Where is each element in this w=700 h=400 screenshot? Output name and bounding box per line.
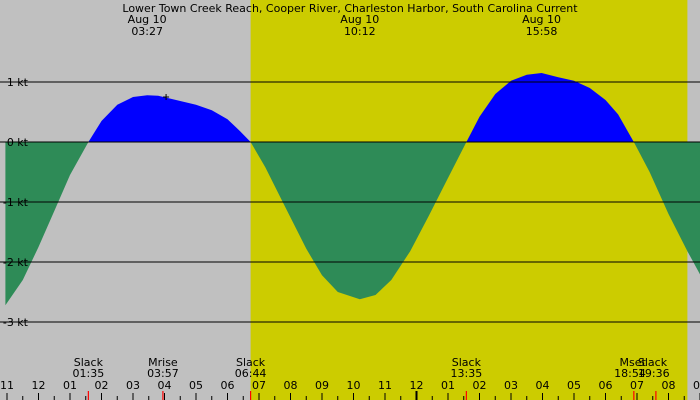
flood-area-3 xyxy=(466,73,634,142)
x-tick-label-1: 12 xyxy=(32,379,46,392)
flood-area-1 xyxy=(88,95,251,142)
y-tick-label-0-kt: 0 kt xyxy=(7,136,29,149)
peak-time-1: 10:12 xyxy=(344,25,376,38)
x-tick-label-21: 08 xyxy=(662,379,676,392)
x-tick-label-0: 11 xyxy=(0,379,14,392)
peak-date-0: Aug 10 xyxy=(128,13,167,26)
midnight-mark xyxy=(415,391,418,400)
x-tick-label-7: 06 xyxy=(221,379,235,392)
ebb-area-2 xyxy=(250,142,467,300)
peak-date-2: Aug 10 xyxy=(522,13,561,26)
moon-marker xyxy=(163,94,170,100)
x-tick-label-19: 06 xyxy=(599,379,613,392)
chart-title: Lower Town Creek Reach, Cooper River, Ch… xyxy=(122,2,578,15)
x-tick-label-14: 01 xyxy=(441,379,455,392)
x-tick-label-8: 07 xyxy=(252,379,266,392)
event-time-5: 19:36 xyxy=(638,367,670,380)
event-time-4: 18:54 xyxy=(614,367,646,380)
event-time-1: 03:57 xyxy=(147,367,179,380)
event-label-3: Slack xyxy=(452,356,482,369)
x-tick-label-16: 03 xyxy=(504,379,518,392)
y-tick-label--3-kt: -3 kt xyxy=(3,316,29,329)
current-areas xyxy=(5,73,700,306)
y-tick-label--1-kt: -1 kt xyxy=(3,196,29,209)
y-tick-label-1-kt: 1 kt xyxy=(7,76,29,89)
x-tick-label-12: 11 xyxy=(378,379,392,392)
y-tick-labels: 1 kt 0 kt -1 kt -2 kt -3 kt xyxy=(3,76,29,329)
event-label-5: Slack xyxy=(638,356,668,369)
ebb-area-4 xyxy=(633,142,700,275)
peak-date-1: Aug 10 xyxy=(340,13,379,26)
x-tick-label-4: 03 xyxy=(126,379,140,392)
event-time-0: 01:35 xyxy=(73,367,105,380)
event-label-1: Mrise xyxy=(148,356,178,369)
x-tick-label-9: 08 xyxy=(284,379,298,392)
peak-time-0: 03:27 xyxy=(131,25,163,38)
x-tick-label-13: 12 xyxy=(410,379,424,392)
x-tick-label-10: 09 xyxy=(315,379,329,392)
x-tick-label-6: 05 xyxy=(189,379,203,392)
event-label-0: Slack xyxy=(74,356,104,369)
x-tick-label-15: 02 xyxy=(473,379,487,392)
x-tick-label-18: 05 xyxy=(567,379,581,392)
event-label-2: Slack xyxy=(236,356,266,369)
peak-time-2: 15:58 xyxy=(526,25,558,38)
event-time-3: 13:35 xyxy=(451,367,483,380)
x-tick-label-22: 09 xyxy=(693,379,700,392)
x-axis: 11 12 01 02 03 04 05 06 07 08 09 10 11 12 01 02 03 04 05 06… xyxy=(0,379,700,400)
x-tick-label-2: 01 xyxy=(63,379,77,392)
x-tick-label-11: 10 xyxy=(347,379,361,392)
y-tick-label--2-kt: -2 kt xyxy=(3,256,29,269)
x-tick-label-5: 04 xyxy=(158,379,172,392)
gridlines xyxy=(0,81,700,323)
x-tick-label-17: 04 xyxy=(536,379,550,392)
ebb-area-0 xyxy=(5,142,89,306)
event-time-2: 06:44 xyxy=(235,367,267,380)
x-tick-label-20: 07 xyxy=(630,379,644,392)
event-labels: Slack01:35Mrise03:57Slack06:44Slack13:35… xyxy=(73,356,670,380)
x-tick-label-3: 02 xyxy=(95,379,109,392)
event-label-4: Mset xyxy=(620,356,647,369)
